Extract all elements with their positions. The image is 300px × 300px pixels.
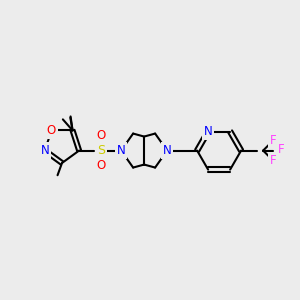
Text: F: F [270,154,276,167]
Text: N: N [163,144,172,157]
Text: N: N [117,144,125,157]
Text: N: N [40,144,49,157]
Text: O: O [97,129,106,142]
Text: S: S [98,144,105,157]
Text: O: O [45,124,54,137]
Text: F: F [270,134,276,147]
Text: N: N [117,144,125,157]
Text: F: F [278,144,284,157]
Text: N: N [204,125,212,138]
Text: F: F [278,143,284,156]
Text: F: F [270,154,276,167]
Text: F: F [270,134,276,147]
Text: N: N [163,144,172,157]
Text: O: O [47,124,56,137]
Text: N: N [38,144,47,157]
Text: N: N [204,125,212,138]
Text: O: O [97,159,106,172]
Text: O: O [97,129,106,142]
Text: O: O [97,159,106,172]
Text: S: S [97,144,105,157]
